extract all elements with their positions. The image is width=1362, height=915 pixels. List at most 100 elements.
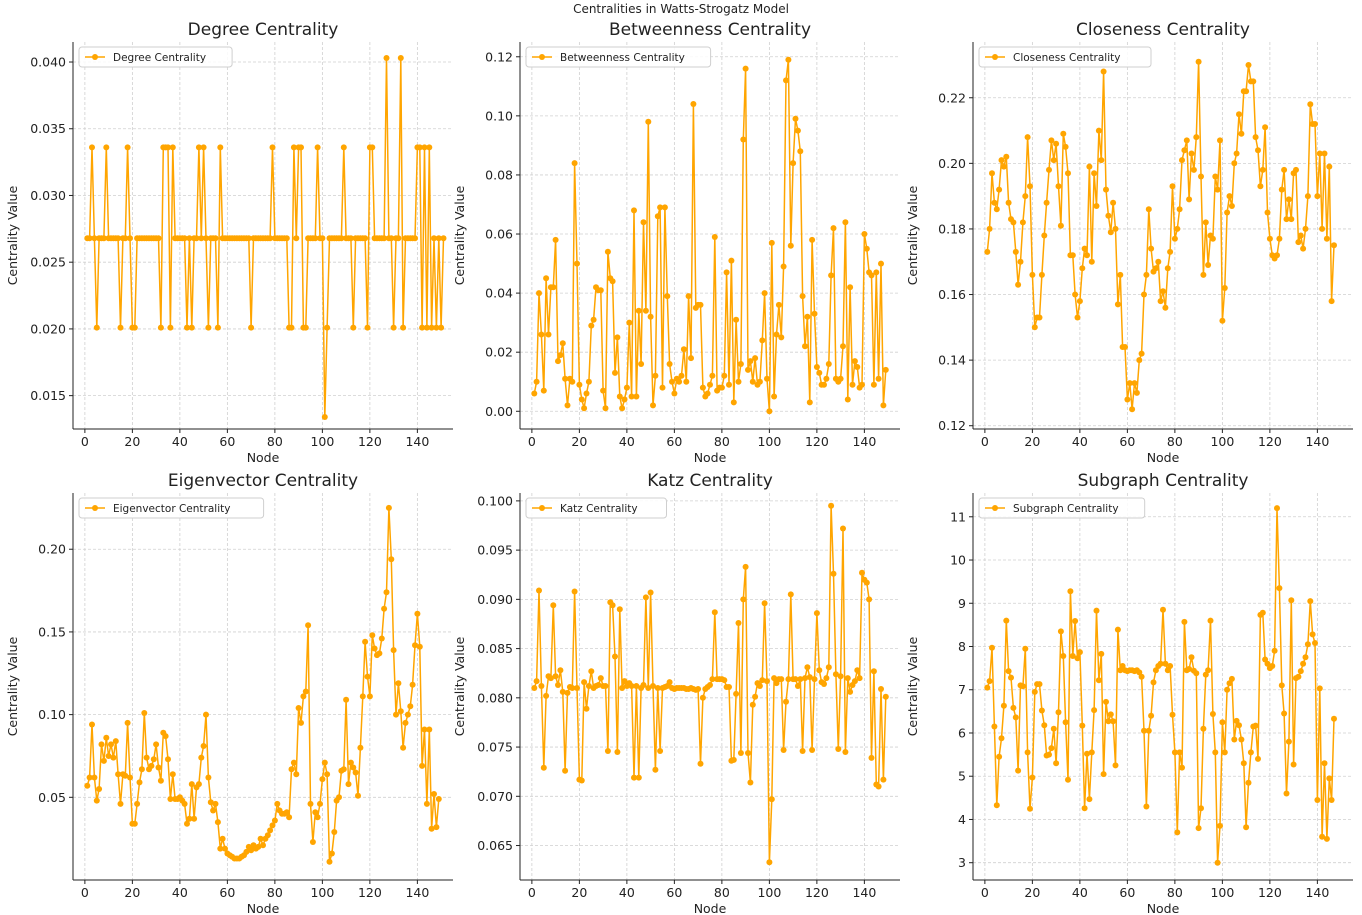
data-point [685,293,692,300]
data-point [709,676,716,683]
data-point [167,324,174,331]
data-point [645,685,652,691]
x-tick-label: 80 [1167,885,1183,900]
data-point [1212,173,1219,180]
legend-marker-swatch [539,505,545,511]
x-tick-label: 80 [1167,434,1183,449]
data-point [707,381,713,388]
data-point [799,293,806,300]
data-point [165,144,171,151]
x-axis-label: Node [1147,450,1180,465]
data-point [1038,271,1045,278]
data-point [1183,137,1190,144]
data-point [383,589,390,596]
data-point [882,693,889,700]
data-point [797,676,804,683]
data-point [806,399,813,406]
data-point [752,693,759,700]
data-point [1297,668,1304,675]
data-point [191,815,198,822]
data-point [825,361,832,367]
data-point [184,820,190,827]
data-point [1022,193,1029,200]
data-point [1003,617,1010,624]
data-point [991,723,998,730]
data-point [1060,653,1067,659]
data-point [435,235,442,242]
data-point [1022,645,1029,652]
data-point [633,393,640,400]
x-axis-label: Node [1147,901,1180,915]
x-tick-label: 0 [528,434,536,449]
data-point [991,199,998,206]
data-point [559,688,566,695]
data-point [1155,258,1162,265]
data-point [378,635,385,642]
data-point [1307,598,1314,605]
data-point [1252,722,1259,729]
data-point [1072,618,1079,624]
data-point [647,589,654,596]
data-point [1198,805,1204,812]
data-point [1019,219,1026,226]
data-point [559,340,566,347]
data-point [100,757,107,764]
x-tick-label: 40 [1072,885,1088,900]
figure-suptitle: Centralities in Watts-Strogatz Model [573,2,789,16]
data-point [664,293,671,300]
legend-marker-swatch [92,54,98,60]
data-point [1060,130,1067,137]
data-point [583,705,590,712]
data-point [91,774,98,781]
data-point [324,771,331,778]
data-point [438,324,445,331]
data-point [1107,711,1114,718]
y-tick-label: 0.06 [485,227,513,242]
data-point [543,692,550,699]
data-point [338,235,345,242]
data-point [1331,715,1337,722]
data-point [295,705,302,711]
series-line [986,60,1335,411]
data-point [735,620,742,626]
legend-label: Betweenness Centrality [560,52,685,64]
x-tick-label: 20 [1024,434,1040,449]
data-point [823,675,830,682]
data-point [783,698,789,705]
data-point [837,375,844,382]
x-axis-label: Node [694,901,727,915]
data-point [787,591,794,598]
data-point [1217,137,1223,144]
data-point [635,307,642,314]
data-point [813,364,820,370]
data-point [642,307,649,314]
data-point [1190,166,1197,173]
data-point [340,144,347,151]
legend-label: Degree Centrality [113,52,206,64]
data-point [1283,790,1290,797]
data-point [1029,774,1036,781]
data-point [1205,667,1212,674]
data-point [828,502,835,509]
data-point [1245,62,1252,68]
legend-box [525,46,712,68]
data-point [1017,258,1024,265]
data-point [730,756,737,763]
x-tick-label: 60 [1119,434,1135,449]
data-point [98,741,105,748]
data-point [1005,199,1012,206]
x-tick-label: 0 [528,885,536,900]
data-point [1238,130,1245,137]
data-point [298,719,304,726]
data-point [1276,235,1283,242]
legend-box [525,497,667,519]
data-point [1179,157,1185,164]
data-point [545,331,552,338]
data-point [695,686,702,692]
y-tick-label: 8 [958,639,966,654]
data-point [730,399,737,406]
data-point [555,358,561,365]
data-point [733,690,740,697]
data-point [583,390,590,397]
y-axis-label: Centrality Value [905,185,920,285]
